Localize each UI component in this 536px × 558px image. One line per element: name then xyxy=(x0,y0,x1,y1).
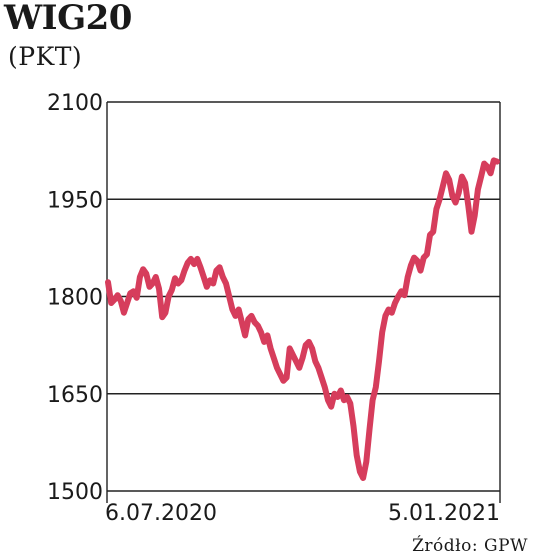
source-note: Źródło: GPW xyxy=(412,536,528,556)
y-tick-label: 1950 xyxy=(47,188,103,213)
x-tick-label-end: 5.01.2021 xyxy=(388,501,500,526)
y-tick-label: 1500 xyxy=(47,480,103,505)
chart-unit-label: (PKT) xyxy=(8,42,83,71)
y-tick-label: 1650 xyxy=(47,383,103,408)
series-line-0 xyxy=(105,157,500,481)
chart-title: WIG20 xyxy=(4,0,132,38)
x-tick-label-start: 6.07.2020 xyxy=(105,501,217,526)
y-tick-label: 1800 xyxy=(47,286,103,311)
y-tick-label: 2100 xyxy=(47,91,103,116)
